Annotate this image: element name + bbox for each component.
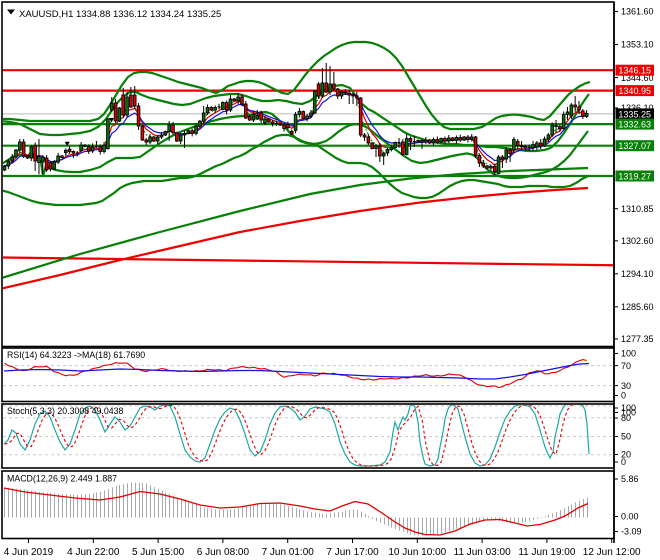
svg-text:0.00: 0.00: [621, 512, 639, 522]
svg-text:1340.95: 1340.95: [618, 86, 651, 96]
svg-text:1336.10: 1336.10: [621, 103, 654, 113]
svg-text:70: 70: [621, 361, 631, 371]
svg-text:5 Jun 15:00: 5 Jun 15:00: [132, 547, 185, 558]
svg-text:1277.35: 1277.35: [621, 334, 654, 344]
svg-text:-3.09: -3.09: [621, 527, 642, 537]
svg-text:0: 0: [621, 457, 626, 467]
svg-text:1344.60: 1344.60: [621, 73, 654, 83]
svg-text:Stoch(5,3,3) 20.3008 49.0438: Stoch(5,3,3) 20.3008 49.0438: [7, 406, 124, 416]
svg-text:1319.27: 1319.27: [618, 171, 651, 181]
svg-text:1332.63: 1332.63: [618, 120, 651, 130]
svg-text:1335.25: 1335.25: [618, 109, 651, 119]
svg-text:80: 80: [621, 413, 631, 423]
svg-text:0: 0: [621, 391, 626, 401]
svg-text:MACD(12,26,9) 2.449 1.887: MACD(12,26,9) 2.449 1.887: [7, 474, 117, 484]
svg-text:10 Jun 10:00: 10 Jun 10:00: [388, 547, 446, 558]
svg-text:30: 30: [621, 381, 631, 391]
svg-text:4 Jun 2019: 4 Jun 2019: [4, 547, 54, 558]
svg-text:100: 100: [621, 408, 636, 418]
svg-text:4 Jun 22:00: 4 Jun 22:00: [67, 547, 120, 558]
svg-text:50: 50: [621, 432, 631, 442]
svg-text:100: 100: [621, 403, 636, 413]
svg-text:1285.60: 1285.60: [621, 302, 654, 312]
svg-text:1294.10: 1294.10: [621, 269, 654, 279]
svg-text:1361.60: 1361.60: [621, 7, 654, 17]
svg-text:6 Jun 08:00: 6 Jun 08:00: [197, 547, 250, 558]
svg-text:5.86: 5.86: [621, 474, 639, 484]
svg-text:1346.15: 1346.15: [618, 66, 651, 76]
svg-text:100: 100: [621, 349, 636, 359]
svg-text:20: 20: [621, 450, 631, 460]
svg-text:7 Jun 01:00: 7 Jun 01:00: [262, 547, 315, 558]
svg-text:1310.85: 1310.85: [621, 204, 654, 214]
svg-text:RSI(14) 64.3223 ->MA(18) 61.7: RSI(14) 64.3223 ->MA(18) 61.7690: [7, 350, 145, 360]
svg-text:XAUUSD,H1 1334.88 1336.12 133: XAUUSD,H1 1334.88 1336.12 1334.24 1335.2…: [19, 9, 221, 20]
svg-text:1353.10: 1353.10: [621, 40, 654, 50]
svg-text:11 Jun 03:00: 11 Jun 03:00: [454, 547, 512, 558]
svg-text:1302.60: 1302.60: [621, 236, 654, 246]
svg-text:7 Jun 17:00: 7 Jun 17:00: [326, 547, 379, 558]
svg-text:1327.07: 1327.07: [618, 141, 651, 151]
svg-text:11 Jun 19:00: 11 Jun 19:00: [518, 547, 576, 558]
svg-text:12 Jun 12:00: 12 Jun 12:00: [583, 547, 641, 558]
